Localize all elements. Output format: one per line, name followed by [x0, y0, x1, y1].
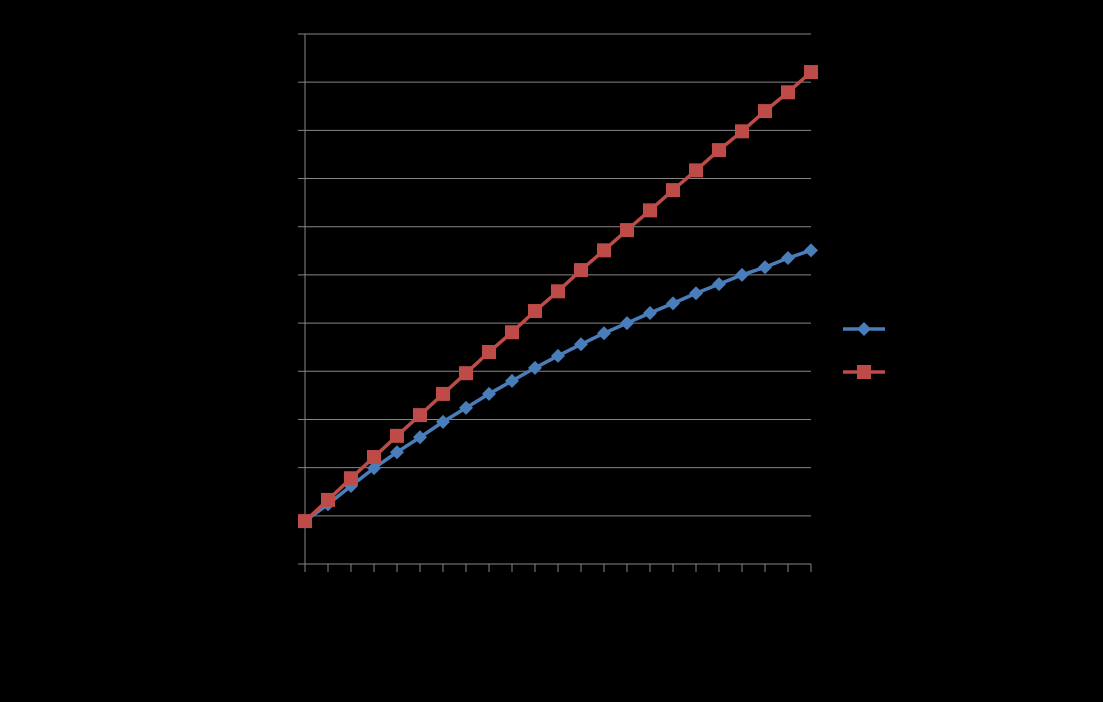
point — [505, 325, 519, 340]
point — [574, 263, 588, 278]
point — [459, 400, 473, 415]
point — [344, 471, 358, 486]
point — [367, 450, 381, 465]
point — [689, 286, 703, 301]
point — [367, 461, 381, 476]
point — [804, 65, 818, 80]
point — [459, 366, 473, 381]
point — [528, 304, 542, 319]
point — [781, 251, 795, 266]
point — [781, 85, 795, 100]
point — [735, 267, 749, 282]
point — [413, 408, 427, 423]
point — [528, 360, 542, 375]
point — [666, 183, 680, 198]
point — [597, 243, 611, 258]
point — [551, 348, 565, 363]
point — [758, 260, 772, 275]
point — [643, 305, 657, 320]
point — [436, 414, 450, 429]
point — [712, 277, 726, 292]
legend-marker — [857, 365, 871, 379]
point — [758, 104, 772, 119]
point — [643, 203, 657, 218]
point — [574, 337, 588, 352]
point — [735, 124, 749, 139]
point — [390, 428, 404, 443]
point — [551, 284, 565, 299]
point — [666, 296, 680, 311]
point — [390, 445, 404, 460]
point — [482, 345, 496, 359]
point — [505, 373, 519, 388]
point — [436, 386, 450, 401]
point — [620, 223, 634, 238]
point — [620, 316, 634, 331]
point — [712, 143, 726, 158]
point — [482, 386, 496, 401]
point — [804, 243, 818, 258]
point — [413, 430, 427, 445]
legend-marker — [857, 322, 871, 336]
point — [597, 326, 611, 341]
point — [298, 514, 312, 529]
point — [689, 163, 703, 178]
point — [321, 492, 335, 507]
